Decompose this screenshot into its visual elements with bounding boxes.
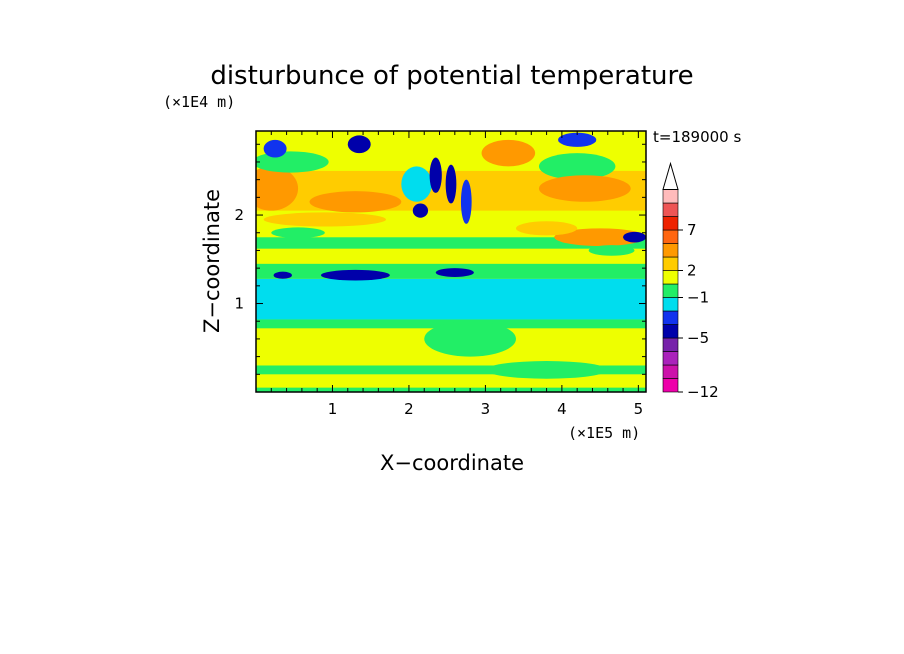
colorbar-segment bbox=[662, 337, 679, 352]
colorbar-label: 2 bbox=[687, 262, 697, 280]
x-tick-label: 3 bbox=[481, 400, 491, 418]
field-blob bbox=[263, 212, 386, 227]
field-blob bbox=[256, 151, 329, 173]
field-blob bbox=[271, 227, 325, 239]
field-blob bbox=[321, 269, 390, 281]
field-blob bbox=[401, 166, 432, 202]
colorbar-label: −12 bbox=[687, 383, 719, 401]
field-blob bbox=[263, 139, 287, 158]
colorbar-segment bbox=[662, 310, 679, 325]
field-blob bbox=[256, 166, 299, 211]
contour-field bbox=[256, 131, 646, 392]
time-label: t=189000 s bbox=[653, 128, 741, 146]
x-tick-label: 1 bbox=[328, 400, 338, 418]
field-blob bbox=[273, 271, 292, 279]
field-blob bbox=[485, 361, 608, 379]
field-blob bbox=[309, 191, 402, 213]
colorbar-segment bbox=[662, 351, 679, 366]
field-band bbox=[256, 365, 646, 375]
field-blob bbox=[588, 245, 635, 256]
x-scale-label: (×1E5 m) bbox=[568, 424, 640, 442]
field-blob bbox=[558, 132, 597, 147]
colorbar-segment bbox=[662, 378, 679, 393]
field-blob bbox=[538, 153, 616, 180]
colorbar-segment bbox=[662, 324, 679, 339]
field-band bbox=[256, 278, 646, 320]
y-tick-label: 2 bbox=[234, 206, 244, 224]
colorbar-segment bbox=[662, 229, 679, 244]
colorbar-segment bbox=[662, 202, 679, 217]
colorbar-segment bbox=[662, 283, 679, 298]
colorbar-segment bbox=[662, 270, 679, 285]
field-band bbox=[256, 387, 646, 392]
x-tick-label: 5 bbox=[634, 400, 644, 418]
field-band bbox=[256, 237, 646, 249]
colorbar-label: 7 bbox=[687, 221, 697, 239]
field-blob bbox=[445, 164, 457, 204]
x-tick-label: 2 bbox=[404, 400, 414, 418]
field-blob bbox=[538, 175, 631, 202]
x-tick-label: 4 bbox=[557, 400, 567, 418]
colorbar-extend-arrow bbox=[662, 161, 679, 190]
y-tick-label: 1 bbox=[234, 295, 244, 313]
field-blob bbox=[435, 268, 474, 277]
y-scale-label: (×1E4 m) bbox=[163, 93, 235, 111]
field-blob bbox=[554, 228, 646, 247]
colorbar-segment bbox=[662, 189, 679, 204]
y-axis-label: Z−coordinate bbox=[200, 189, 224, 333]
field-blob bbox=[424, 321, 516, 357]
x-ticks: 1 2 3 4 5 bbox=[270, 131, 644, 418]
field-blob bbox=[460, 179, 472, 224]
chart-title: disturbunce of potential temperature bbox=[210, 61, 693, 91]
y-ticks: 12 bbox=[234, 143, 646, 375]
colorbar-segment bbox=[662, 216, 679, 231]
x-axis-label: X−coordinate bbox=[380, 451, 524, 475]
field-blob bbox=[623, 231, 646, 243]
field-band bbox=[256, 248, 646, 264]
field-blob bbox=[481, 139, 536, 167]
colorbar-label: −5 bbox=[687, 329, 709, 347]
colorbar-segment bbox=[662, 364, 679, 379]
colorbar-label: −1 bbox=[687, 289, 709, 307]
colorbar-segment bbox=[662, 297, 679, 312]
field-blob bbox=[429, 157, 442, 193]
colorbar-segment bbox=[662, 256, 679, 271]
field-blob bbox=[347, 135, 371, 154]
field-blob bbox=[516, 221, 578, 236]
colorbar-segment bbox=[662, 243, 679, 258]
colorbar: −12−5−127 bbox=[662, 161, 719, 401]
field-blob bbox=[412, 203, 429, 218]
plot-frame bbox=[255, 130, 647, 393]
